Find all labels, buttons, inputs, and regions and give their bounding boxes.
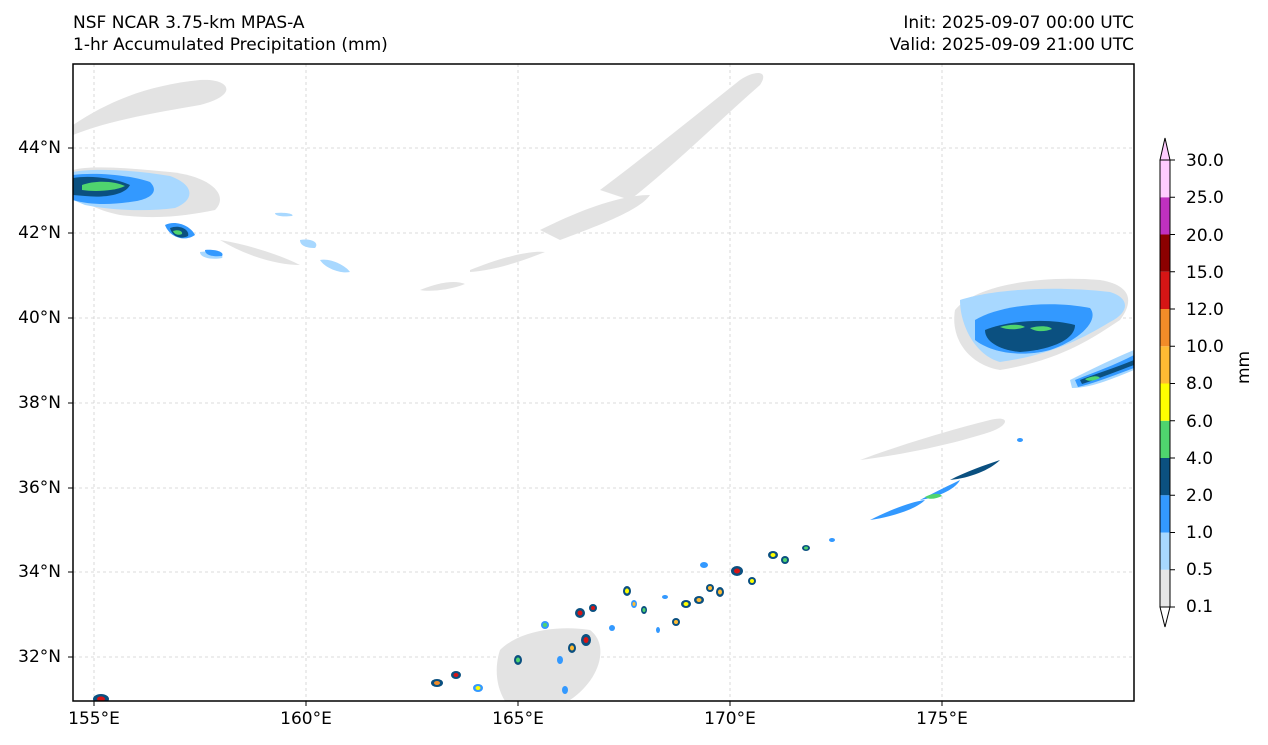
- lat-label-44n: 44°N: [18, 138, 61, 158]
- graticule: [73, 64, 1134, 701]
- lon-label-170e: 170°E: [704, 709, 756, 729]
- colorbar-segment: [1160, 197, 1170, 235]
- colorbar-units: mm: [1234, 350, 1254, 384]
- colorbar-segment: [1160, 458, 1170, 496]
- precipitation-field: [73, 73, 1134, 701]
- lat-label-42n: 42°N: [18, 223, 61, 243]
- colorbar-segment: [1160, 532, 1170, 570]
- lat-label-40n: 40°N: [18, 308, 61, 328]
- colorbar-label: 30.0: [1186, 151, 1224, 171]
- lat-label-36n: 36°N: [18, 478, 61, 498]
- field-title: 1-hr Accumulated Precipitation (mm): [73, 35, 388, 55]
- lat-label-38n: 38°N: [18, 393, 61, 413]
- lon-label-175e: 175°E: [916, 709, 968, 729]
- convective-cells: [93, 545, 810, 701]
- colorbar-extend-high: [1159, 137, 1171, 161]
- colorbar-label: 15.0: [1186, 263, 1224, 283]
- colorbar-segment: [1160, 569, 1170, 607]
- lat-label-32n: 32°N: [18, 647, 61, 667]
- colorbar-segment: [1160, 160, 1170, 198]
- colorbar-label: 2.0: [1186, 486, 1214, 506]
- colorbar-border: [1159, 159, 1171, 608]
- init-time: Init: 2025-09-07 00:00 UTC: [903, 13, 1134, 33]
- colorbar-label: 25.0: [1186, 188, 1224, 208]
- lon-label-160e: 160°E: [280, 709, 332, 729]
- colorbar-label: 20.0: [1186, 226, 1224, 246]
- colorbar-extend-low: [1159, 606, 1171, 628]
- axis-ticks: [68, 147, 943, 706]
- colorbar-label: 6.0: [1186, 412, 1214, 432]
- colorbar-segment: [1160, 309, 1170, 347]
- colorbar-segment: [1160, 383, 1170, 421]
- model-title: NSF NCAR 3.75-km MPAS-A: [73, 13, 305, 33]
- colorbar-label: 12.0: [1186, 300, 1224, 320]
- colorbar-label: 4.0: [1186, 449, 1214, 469]
- colorbar: [1159, 137, 1175, 628]
- lat-label-34n: 34°N: [18, 562, 61, 582]
- colorbar-segment: [1160, 346, 1170, 384]
- colorbar-segment: [1160, 271, 1170, 309]
- colorbar-segment: [1160, 234, 1170, 272]
- colorbar-label: 1.0: [1186, 523, 1214, 543]
- colorbar-label: 10.0: [1186, 337, 1224, 357]
- colorbar-label: 8.0: [1186, 374, 1214, 394]
- map-frame: [72, 63, 1135, 702]
- colorbar-segment: [1160, 420, 1170, 458]
- lon-label-155e: 155°E: [68, 709, 120, 729]
- colorbar-label: 0.1: [1186, 597, 1214, 617]
- colorbar-segment: [1160, 495, 1170, 533]
- map-background: [73, 64, 1134, 701]
- lon-label-165e: 165°E: [492, 709, 544, 729]
- colorbar-label: 0.5: [1186, 560, 1214, 580]
- valid-time: Valid: 2025-09-09 21:00 UTC: [889, 35, 1134, 55]
